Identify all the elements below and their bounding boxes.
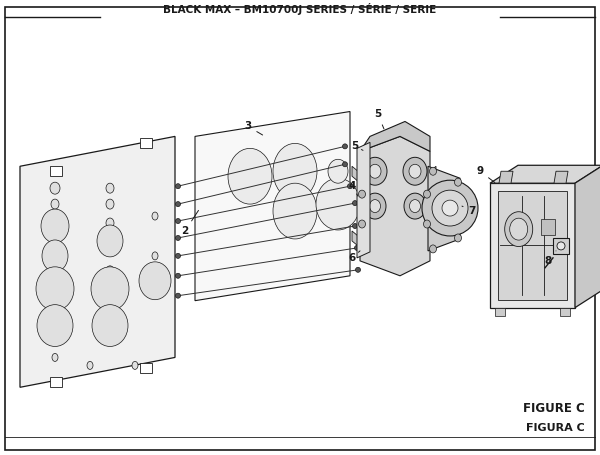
Circle shape xyxy=(557,242,565,250)
Text: 2: 2 xyxy=(181,210,199,236)
Polygon shape xyxy=(430,231,436,246)
Polygon shape xyxy=(490,183,575,308)
Ellipse shape xyxy=(369,164,381,178)
Ellipse shape xyxy=(91,267,129,311)
Text: 7: 7 xyxy=(462,206,476,216)
Ellipse shape xyxy=(364,193,386,219)
Ellipse shape xyxy=(273,183,317,239)
Polygon shape xyxy=(360,121,430,152)
Ellipse shape xyxy=(359,190,365,198)
Polygon shape xyxy=(50,166,62,176)
Polygon shape xyxy=(575,165,600,308)
Ellipse shape xyxy=(37,305,73,346)
Circle shape xyxy=(176,293,181,298)
Ellipse shape xyxy=(50,182,60,194)
Ellipse shape xyxy=(106,266,114,276)
Ellipse shape xyxy=(430,245,437,253)
Polygon shape xyxy=(140,364,152,374)
Ellipse shape xyxy=(455,234,461,242)
Text: 3: 3 xyxy=(244,121,263,135)
Ellipse shape xyxy=(106,199,114,209)
Ellipse shape xyxy=(505,212,533,247)
Ellipse shape xyxy=(152,252,158,260)
Circle shape xyxy=(355,268,361,272)
Circle shape xyxy=(176,236,181,240)
Ellipse shape xyxy=(139,262,171,300)
Ellipse shape xyxy=(328,159,348,183)
Circle shape xyxy=(432,190,468,226)
Polygon shape xyxy=(430,166,436,181)
Polygon shape xyxy=(554,171,568,183)
Ellipse shape xyxy=(370,200,380,212)
Ellipse shape xyxy=(424,190,431,198)
Circle shape xyxy=(343,144,347,149)
Ellipse shape xyxy=(97,225,123,257)
Polygon shape xyxy=(360,136,430,276)
Ellipse shape xyxy=(316,178,360,230)
Circle shape xyxy=(442,200,458,216)
Polygon shape xyxy=(50,377,62,387)
Ellipse shape xyxy=(424,220,431,228)
Ellipse shape xyxy=(152,212,158,220)
Polygon shape xyxy=(140,138,152,148)
Polygon shape xyxy=(195,111,350,301)
Text: 9: 9 xyxy=(476,166,495,182)
Text: 6: 6 xyxy=(349,251,360,263)
Polygon shape xyxy=(428,166,460,251)
Ellipse shape xyxy=(409,200,421,212)
Polygon shape xyxy=(20,136,175,387)
Ellipse shape xyxy=(359,220,365,228)
Ellipse shape xyxy=(36,267,74,311)
Ellipse shape xyxy=(228,148,272,204)
Bar xyxy=(553,238,569,254)
Bar xyxy=(541,219,555,235)
Ellipse shape xyxy=(51,199,59,209)
Ellipse shape xyxy=(430,167,437,175)
Polygon shape xyxy=(352,166,358,181)
Text: FIGURA C: FIGURA C xyxy=(526,423,585,433)
Ellipse shape xyxy=(42,240,68,272)
Ellipse shape xyxy=(363,157,387,185)
Ellipse shape xyxy=(87,361,93,369)
Circle shape xyxy=(422,180,478,236)
Polygon shape xyxy=(490,165,600,183)
Polygon shape xyxy=(560,308,570,316)
Circle shape xyxy=(176,184,181,189)
Polygon shape xyxy=(357,142,370,258)
Ellipse shape xyxy=(52,354,58,361)
Circle shape xyxy=(353,223,358,228)
Ellipse shape xyxy=(409,164,421,178)
Circle shape xyxy=(353,201,358,206)
Circle shape xyxy=(176,253,181,258)
Polygon shape xyxy=(352,231,358,246)
Ellipse shape xyxy=(106,218,114,228)
Ellipse shape xyxy=(455,178,461,186)
Circle shape xyxy=(355,245,359,250)
Text: FIGURE C: FIGURE C xyxy=(523,402,585,415)
Circle shape xyxy=(343,162,347,167)
Ellipse shape xyxy=(273,143,317,199)
Polygon shape xyxy=(499,171,513,183)
Ellipse shape xyxy=(510,218,528,240)
Circle shape xyxy=(347,184,353,189)
Polygon shape xyxy=(495,308,505,316)
Circle shape xyxy=(176,273,181,278)
Text: 4: 4 xyxy=(349,181,358,196)
Ellipse shape xyxy=(403,157,427,185)
Text: 5: 5 xyxy=(374,110,384,129)
Ellipse shape xyxy=(106,183,114,193)
Text: 8: 8 xyxy=(544,251,556,266)
Circle shape xyxy=(176,218,181,223)
Bar xyxy=(498,191,567,300)
Text: BLACK MAX – BM10700J SERIES / SÉRIE / SERIE: BLACK MAX – BM10700J SERIES / SÉRIE / SE… xyxy=(163,3,437,15)
Ellipse shape xyxy=(41,209,69,243)
Circle shape xyxy=(176,202,181,207)
Ellipse shape xyxy=(132,361,138,369)
Text: 5: 5 xyxy=(352,142,363,152)
Ellipse shape xyxy=(404,193,426,219)
Ellipse shape xyxy=(92,305,128,346)
